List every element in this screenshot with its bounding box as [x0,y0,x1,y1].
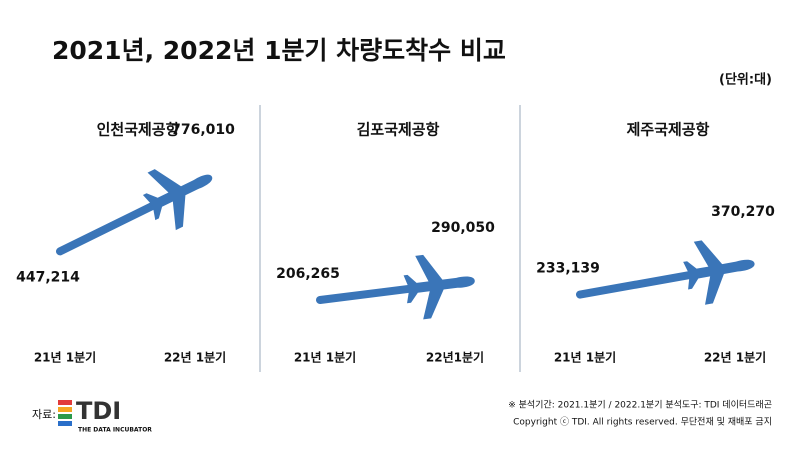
copyright: Copyright ⓒ TDI. All rights reserved. 무단… [513,416,772,428]
value-label: 290,050 [431,220,495,236]
value-label: 447,214 [16,269,80,285]
plane [683,240,755,305]
category-label: 22년 1분기 [164,350,226,365]
logo-bar [58,407,72,412]
category-label: 21년 1분기 [34,350,96,365]
panel-title: 인천국제공항 [97,121,180,139]
panel-title: 김포국제공항 [357,121,440,139]
unit: (단위:대) [719,72,772,88]
category-label: 22년1분기 [426,350,484,365]
panel-title: 제주국제공항 [627,121,710,139]
logo-bar [58,421,72,426]
value-label: 776,010 [171,122,235,138]
page-title: 2021년, 2022년 1분기 차량도착수 비교 [52,36,506,65]
logo-text: TDI [76,397,121,425]
category-label: 21년 1분기 [554,350,616,365]
value-label: 206,265 [276,266,340,282]
value-label: 233,139 [536,261,600,277]
category-label: 22년 1분기 [704,350,766,365]
source-label: 자료: [32,408,56,421]
logo-bar [58,414,72,419]
logo-subtitle: THE DATA INCUBATOR [78,427,152,434]
plane [403,254,475,320]
logo-bar [58,400,72,405]
value-label: 370,270 [711,204,775,220]
logo [58,400,72,426]
category-label: 21년 1분기 [294,350,356,365]
footnote: ※ 분석기간: 2021.1분기 / 2022.1분기 분석도구: TDI 데이… [508,400,772,411]
plane [142,169,213,231]
